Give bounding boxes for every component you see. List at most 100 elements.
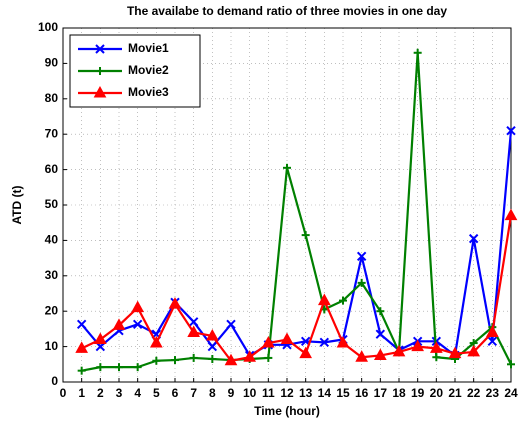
marker-stroke (76, 319, 87, 330)
marker-shape (243, 350, 257, 362)
marker (411, 339, 425, 352)
marker (485, 325, 499, 337)
marker-shape (504, 208, 518, 221)
marker (205, 328, 219, 341)
marker-shape (485, 325, 499, 337)
x-tick-label: 18 (392, 386, 406, 400)
marker-stroke (375, 329, 386, 339)
marker (208, 354, 217, 363)
y-tick-label: 70 (45, 126, 59, 140)
marker (468, 233, 479, 244)
x-tick-label: 21 (448, 386, 462, 400)
marker-shape (205, 328, 219, 341)
legend: Movie1 Movie2 Movie3 (69, 34, 201, 108)
y-tick-label: 80 (45, 91, 59, 105)
x-tick-label: 7 (190, 386, 197, 400)
marker (487, 336, 498, 346)
marker (392, 344, 406, 357)
marker-stroke (506, 125, 516, 136)
chart-title: The availabe to demand ratio of three mo… (127, 4, 447, 18)
x-axis-label: Time (hour) (254, 404, 320, 418)
y-axis-label: ATD (t) (10, 185, 24, 224)
marker (299, 346, 313, 359)
marker (264, 353, 273, 362)
marker-shape (93, 332, 107, 345)
marker (189, 353, 198, 362)
marker-stroke (188, 317, 199, 327)
marker (467, 344, 481, 357)
x-tick-label: 6 (172, 386, 179, 400)
marker (339, 296, 347, 305)
x-tick-label: 22 (467, 386, 481, 400)
x-tick-label: 0 (60, 386, 67, 400)
marker (429, 341, 443, 353)
y-tick-label: 40 (45, 233, 59, 247)
marker (132, 319, 143, 330)
marker-shape (187, 325, 201, 337)
y-tick-label: 10 (45, 339, 59, 353)
marker (506, 125, 516, 136)
marker (93, 332, 107, 345)
y-tick-label: 50 (45, 197, 59, 211)
marker-shape (168, 297, 182, 309)
marker (168, 297, 182, 309)
marker-shape (224, 353, 238, 366)
x-tick-label: 10 (243, 386, 257, 400)
marker-shape (355, 350, 369, 362)
marker (283, 163, 291, 172)
marker-stroke (356, 251, 367, 262)
x-tick-label: 13 (299, 386, 313, 400)
marker (504, 208, 518, 221)
x-tick-label: 15 (336, 386, 350, 400)
marker (152, 356, 161, 365)
y-tick-label: 20 (45, 303, 59, 317)
marker (75, 341, 89, 353)
legend-label: Movie1 (128, 41, 169, 55)
marker (112, 318, 126, 330)
marker (336, 336, 350, 348)
series-line (81, 215, 513, 362)
x-tick-label: 12 (280, 386, 294, 400)
y-tick-label: 60 (45, 162, 59, 176)
y-tick-label: 90 (45, 56, 59, 70)
marker (226, 319, 236, 330)
marker (317, 293, 331, 306)
marker (301, 231, 310, 240)
x-tick-label: 2 (97, 386, 104, 400)
plot-frame (62, 27, 512, 383)
marker (224, 353, 238, 366)
x-tick-label: 17 (374, 386, 388, 400)
marker (413, 48, 422, 57)
marker-shape (261, 336, 275, 348)
marker (319, 337, 330, 348)
x-tick-label: 9 (228, 386, 235, 400)
marker-stroke (226, 319, 236, 330)
marker-shape (93, 85, 107, 98)
legend-label: Movie2 (128, 63, 169, 77)
marker-stroke (468, 233, 479, 244)
marker-shape (411, 339, 425, 352)
marker (171, 356, 179, 365)
marker (187, 325, 201, 337)
marker (280, 332, 294, 345)
legend-marker (93, 85, 107, 98)
x-tick-label: 20 (430, 386, 444, 400)
marker-stroke (319, 337, 330, 348)
legend-marker (96, 67, 104, 75)
marker (357, 278, 366, 287)
x-tick-label: 24 (504, 386, 518, 400)
marker-stroke (487, 336, 498, 346)
marker (149, 336, 163, 348)
marker (356, 251, 367, 262)
marker (432, 353, 441, 362)
x-tick-label: 1 (78, 386, 85, 400)
marker (373, 348, 387, 360)
marker (375, 329, 386, 339)
marker-stroke (132, 319, 143, 330)
marker (133, 363, 142, 372)
marker (188, 317, 199, 327)
marker-shape (299, 346, 313, 359)
marker (376, 307, 385, 316)
marker-shape (467, 344, 481, 357)
